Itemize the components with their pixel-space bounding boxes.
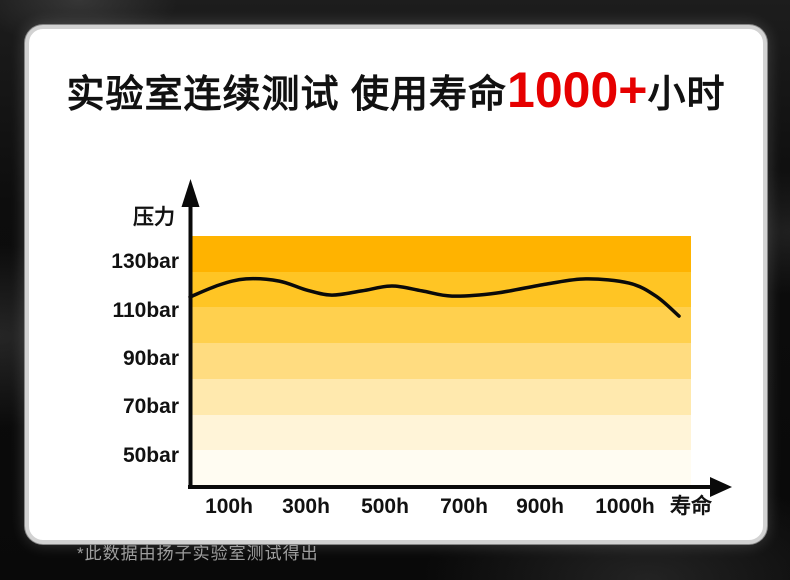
x-tick-label: 100h	[205, 495, 253, 518]
title-highlight: 1000+	[507, 62, 648, 118]
x-axis-arrow-icon	[710, 477, 732, 497]
x-tick-label: 700h	[440, 495, 488, 518]
y-tick-label: 70bar	[122, 395, 179, 418]
pressure-curve-line	[188, 276, 681, 318]
x-tick-label: 1000h	[595, 495, 655, 518]
gradient-band	[190, 414, 691, 451]
title-suffix: 小时	[647, 74, 726, 116]
x-tick-label: 300h	[282, 495, 330, 518]
chart-axes-and-curve	[181, 179, 732, 497]
gradient-band	[190, 343, 691, 379]
chart-gradient-bands	[190, 236, 691, 487]
title-prefix: 实验室连续测试 使用寿命	[66, 74, 508, 116]
gradient-band	[190, 307, 691, 344]
page-title: 实验室连续测试 使用寿命1000+小时	[29, 65, 763, 115]
x-tick-label: 500h	[361, 495, 409, 518]
footnote: *此数据由扬子实验室测试得出	[77, 544, 319, 563]
y-axis-title: 压力	[133, 206, 175, 229]
x-axis-caption: 寿命	[670, 495, 712, 518]
gradient-band	[190, 271, 691, 308]
y-tick-label: 110bar	[112, 299, 179, 322]
gradient-band	[190, 450, 691, 487]
y-tick-label: 130bar	[111, 250, 179, 273]
gradient-band	[190, 378, 691, 415]
gradient-band	[190, 236, 691, 272]
x-tick-label: 900h	[516, 495, 564, 518]
y-axis-arrow-icon	[181, 179, 200, 207]
y-tick-label: 90bar	[122, 347, 179, 370]
y-tick-label: 50bar	[122, 444, 179, 467]
content-card: 实验室连续测试 使用寿命1000+小时 压力 130bar 110bar 90bar…	[25, 25, 767, 563]
